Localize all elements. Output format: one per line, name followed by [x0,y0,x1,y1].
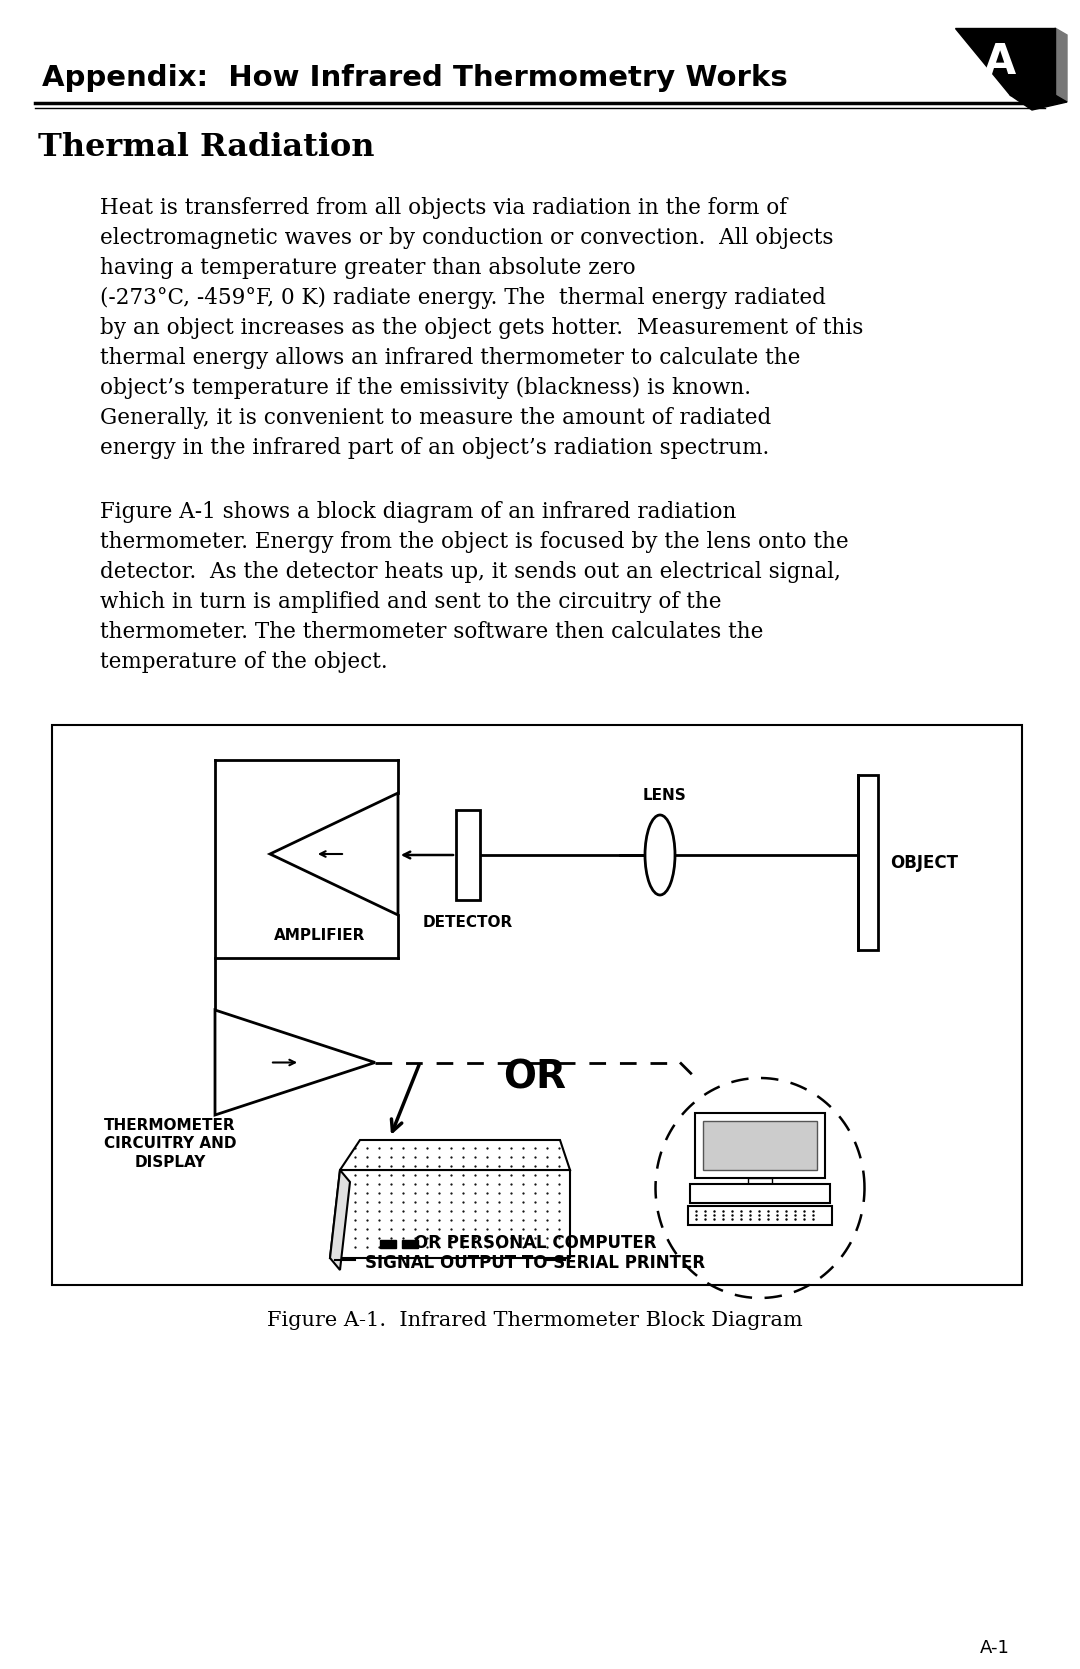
Polygon shape [270,793,399,915]
Polygon shape [1010,95,1067,110]
Polygon shape [1055,28,1067,102]
Text: THERMOMETER
CIRCUITRY AND
DISPLAY: THERMOMETER CIRCUITRY AND DISPLAY [104,1118,237,1170]
Text: which in turn is amplified and sent to the circuitry of the: which in turn is amplified and sent to t… [100,591,721,613]
Bar [690,1183,831,1203]
Text: by an object increases as the object gets hotter.  Measurement of this: by an object increases as the object get… [100,317,863,339]
Text: having a temperature greater than absolute zero: having a temperature greater than absolu… [100,257,636,279]
Text: DETECTOR: DETECTOR [423,915,513,930]
Text: Heat is transferred from all objects via radiation in the form of: Heat is transferred from all objects via… [100,197,787,219]
Bar [703,1122,816,1170]
Text: object’s temperature if the emissivity (blackness) is known.: object’s temperature if the emissivity (… [100,377,751,399]
Polygon shape [330,1170,570,1258]
Text: OR: OR [503,1058,567,1097]
Text: Thermal Radiation: Thermal Radiation [38,132,375,164]
Text: SIGNAL OUTPUT TO SERIAL PRINTER: SIGNAL OUTPUT TO SERIAL PRINTER [365,1253,705,1272]
Polygon shape [330,1170,350,1270]
Bar [402,1240,418,1248]
Bar [696,1113,825,1178]
Bar [52,724,1022,1285]
Text: LENS: LENS [643,788,687,803]
Text: Figure A-1 shows a block diagram of an infrared radiation: Figure A-1 shows a block diagram of an i… [100,501,737,522]
Text: Figure A-1.  Infrared Thermometer Block Diagram: Figure A-1. Infrared Thermometer Block D… [267,1310,802,1330]
Text: thermal energy allows an infrared thermometer to calculate the: thermal energy allows an infrared thermo… [100,347,800,369]
Text: A: A [984,42,1016,83]
Bar [748,1178,772,1187]
Text: detector.  As the detector heats up, it sends out an electrical signal,: detector. As the detector heats up, it s… [100,561,841,582]
Bar [380,1240,396,1248]
Text: electromagnetic waves or by conduction or convection.  All objects: electromagnetic waves or by conduction o… [100,227,834,249]
Text: Generally, it is convenient to measure the amount of radiated: Generally, it is convenient to measure t… [100,407,771,429]
Text: (-273°C, -459°F, 0 K) radiate energy. The  thermal energy radiated: (-273°C, -459°F, 0 K) radiate energy. Th… [100,287,826,309]
Ellipse shape [645,814,675,895]
Text: temperature of the object.: temperature of the object. [100,651,388,673]
Text: OR PERSONAL COMPUTER: OR PERSONAL COMPUTER [414,1233,657,1252]
Polygon shape [215,1010,375,1115]
Text: Appendix:  How Infrared Thermometry Works: Appendix: How Infrared Thermometry Works [42,63,787,92]
Text: energy in the infrared part of an object’s radiation spectrum.: energy in the infrared part of an object… [100,437,769,459]
Polygon shape [955,28,1055,95]
Text: thermometer. Energy from the object is focused by the lens onto the: thermometer. Energy from the object is f… [100,531,849,552]
Polygon shape [340,1140,570,1170]
Text: AMPLIFIER: AMPLIFIER [274,928,366,943]
Text: OBJECT: OBJECT [890,853,958,871]
Text: thermometer. The thermometer software then calculates the: thermometer. The thermometer software th… [100,621,764,643]
Bar [456,809,480,900]
Bar [858,774,878,950]
Bar [688,1207,832,1225]
Text: A-1: A-1 [981,1639,1010,1657]
